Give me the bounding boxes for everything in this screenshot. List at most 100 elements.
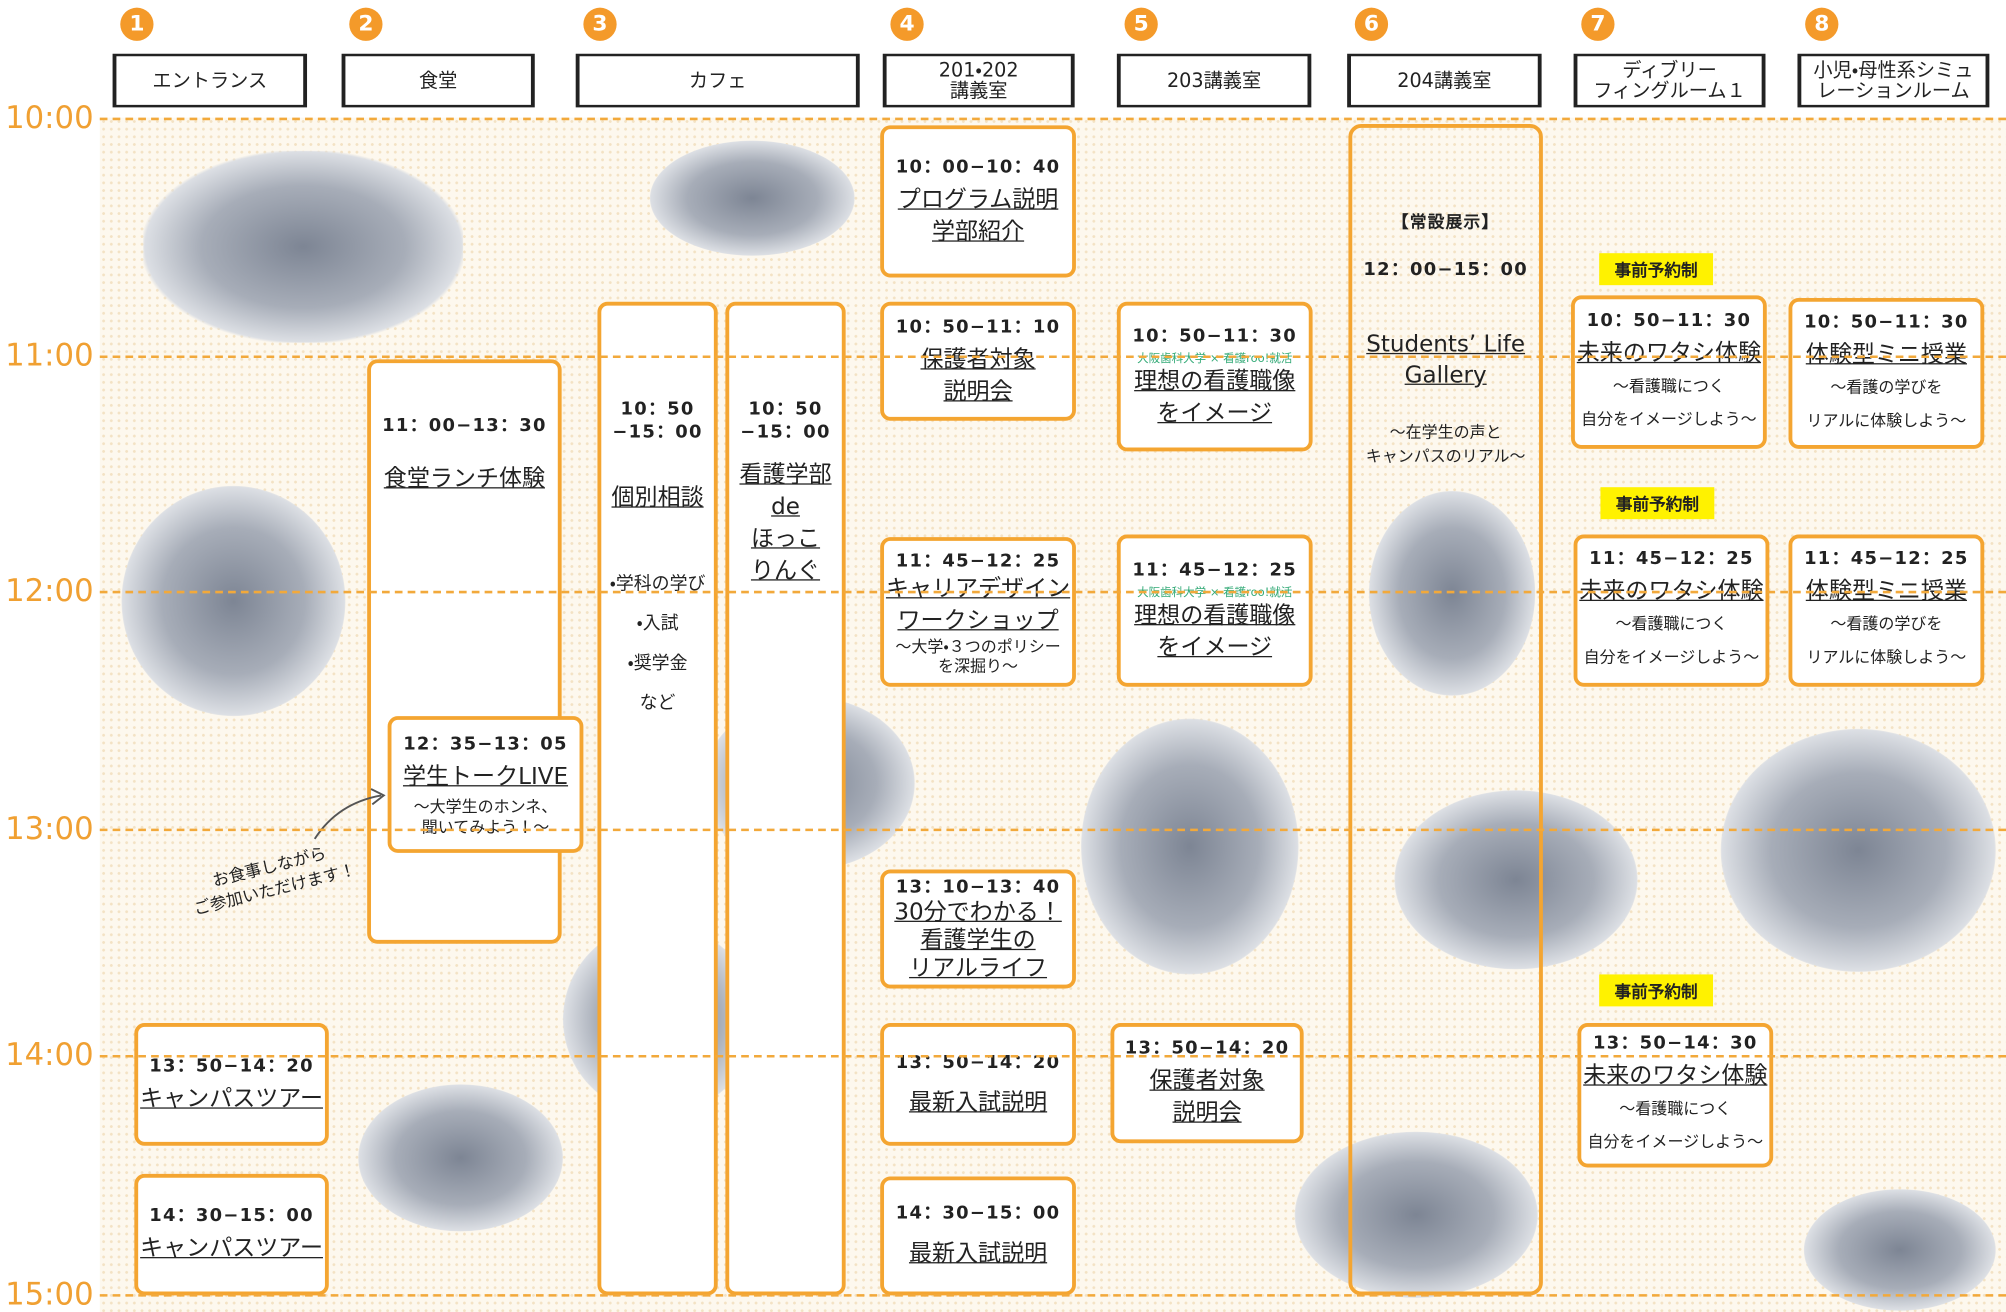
event: 10：50−11：30 未来のワタシ体験〜看護職につく 自分をイメージしよう〜 xyxy=(1571,295,1767,449)
event-note: 〜看護職につく 自分をイメージしよう〜 xyxy=(1581,375,1757,428)
event-title: 未来のワタシ体験 xyxy=(1583,1062,1768,1090)
column-header: 204講義室 xyxy=(1347,53,1542,108)
time-label: 13:00 xyxy=(5,810,94,847)
event-time: 10：50−11：30 xyxy=(1132,325,1298,346)
event-time: 11：45−12：25 xyxy=(1132,559,1298,580)
column-header: 食堂 xyxy=(341,53,535,108)
event-title: キャリアデザイン ワークショップ xyxy=(885,574,1071,634)
photo xyxy=(1720,728,1996,972)
event: 12：35−13：05 学生トークLIVE 〜大学生のホンネ、 聞いてみよう！〜 xyxy=(387,716,584,853)
column-header: カフェ xyxy=(575,53,860,108)
column-header: ディブリー フィングルーム１ xyxy=(1573,53,1766,108)
event: 13：50−14：20 保護者対象 説明会 xyxy=(1110,1022,1304,1144)
event-title: 個別相談 xyxy=(611,484,704,512)
event-title: 30分でわかる！ 看護学生の リアルライフ xyxy=(894,898,1062,982)
event-title: Students’ Life Gallery xyxy=(1366,331,1526,389)
photo xyxy=(649,140,855,256)
event: 【常設展示】 12：00−15：00 Students’ Life Gallery 〜… xyxy=(1348,124,1543,1296)
event-title: キャンパスツアー xyxy=(140,1235,323,1263)
event-time: 14：30−15：00 xyxy=(895,1203,1061,1224)
event-time: 13：10−13：40 xyxy=(895,876,1061,898)
event-note: 〜看護の学びを リアルに体験しよう〜 xyxy=(1806,613,1967,667)
event: 11：00−13：30 食堂ランチ体験 xyxy=(367,359,562,944)
event-time: 13：50−14：20 xyxy=(149,1055,314,1077)
event: 11：45−12：25 未来のワタシ体験 〜看護職につく 自分をイメージしよう〜 xyxy=(1573,534,1770,687)
column-number: 3 xyxy=(583,7,617,41)
event: 10：50−11：30 大阪歯科大学 × 看護roo!就活 理想の看護職像 をイメー… xyxy=(1116,301,1313,452)
photo xyxy=(1294,1131,1538,1298)
photo xyxy=(1803,1189,1996,1311)
event: 11：45−12：25 大阪歯科大学 × 看護roo!就活 理想の看護職像 をイメー… xyxy=(1116,534,1313,687)
column-number: 6 xyxy=(1354,7,1389,41)
event: 13：10−13：40 30分でわかる！ 看護学生の リアルライフ xyxy=(880,869,1076,989)
event-time: 10：50−11：30 xyxy=(1586,310,1752,331)
hour-line xyxy=(99,590,2006,594)
event-title: 体験型ミニ授業 xyxy=(1805,340,1967,368)
event-time: 11：45−12：25 xyxy=(1804,548,1969,570)
column-number: 5 xyxy=(1124,7,1158,41)
event-time: 10：50 −15：00 xyxy=(740,398,831,443)
photo xyxy=(143,150,464,343)
time-label: 15:00 xyxy=(5,1276,94,1312)
event: 10：50 −15：00 看護学部 de ほっこ りんぐ xyxy=(725,301,846,1296)
event: 13：50−14：30 未来のワタシ体験〜看護職につく 自分をイメージしよう〜 xyxy=(1577,1022,1774,1168)
column-number: 2 xyxy=(349,7,383,41)
event-title: 食堂ランチ体験 xyxy=(383,465,545,493)
hour-line xyxy=(99,1294,2006,1297)
time-label: 12:00 xyxy=(5,572,94,609)
event: 10：50−11：30 体験型ミニ授業 〜看護の学びを リアルに体験しよう〜 xyxy=(1788,297,1985,449)
column-number: 4 xyxy=(890,7,924,41)
event: 10：50−11：10 保護者対象 説明会 xyxy=(880,301,1076,421)
hour-line xyxy=(99,1054,2006,1058)
event-title: 保護者対象 説明会 xyxy=(920,345,1036,405)
hour-line xyxy=(99,355,2006,359)
event-time: 13：50−14：20 xyxy=(895,1051,1061,1073)
event-title: プログラム説明 学部紹介 xyxy=(897,186,1059,245)
event-note: 〜看護職につく 自分をイメージしよう〜 xyxy=(1583,613,1760,667)
event-time: 10：00−10：40 xyxy=(895,156,1061,178)
time-label: 14:00 xyxy=(5,1037,94,1073)
column-number: 1 xyxy=(120,7,154,41)
event-title: 学生トークLIVE xyxy=(402,762,569,790)
event-note: 〜看護職につく 自分をイメージしよう〜 xyxy=(1587,1098,1764,1151)
event-time: 11：45−12：25 xyxy=(1589,548,1754,570)
event-time: 14：30−15：00 xyxy=(149,1205,314,1227)
event: 10：00−10：40 プログラム説明 学部紹介 xyxy=(880,125,1076,278)
event-note: 〜在学生の声と キャンパスのリアル〜 xyxy=(1365,421,1526,466)
column-number: 7 xyxy=(1581,7,1615,41)
hour-line xyxy=(99,117,2006,121)
event-note: ・学科の学び ・入試 ・奨学金 など xyxy=(609,574,706,714)
event-title: 保護者対象 説明会 xyxy=(1149,1067,1265,1127)
event: 11：45−12：25 キャリアデザイン ワークショップ 〜大学・３つのポリシー を… xyxy=(880,537,1076,687)
hour-line xyxy=(99,828,2006,832)
event-time: 11：45−12：25 xyxy=(895,550,1061,571)
badge: 事前予約制 xyxy=(1599,974,1714,1007)
event-time: 10：50−11：30 xyxy=(1804,311,1969,332)
event: 14：30−15：00 最新入試説明 xyxy=(880,1176,1076,1296)
event-time: 13：50−14：30 xyxy=(1592,1033,1758,1054)
column-number: 8 xyxy=(1805,7,1839,41)
event-title: 理想の看護職像 をイメージ xyxy=(1134,601,1296,661)
event-title: 最新入試説明 xyxy=(908,1240,1048,1268)
event-time: 12：00−15：00 xyxy=(1363,259,1528,281)
event: 11：45−12：25 体験型ミニ授業 〜看護の学びを リアルに体験しよう〜 xyxy=(1788,534,1985,687)
event: 14：30−15：00 キャンパスツアー xyxy=(134,1173,329,1296)
column-header: 小児・母性系シミュ レーションルーム xyxy=(1797,53,1990,108)
badge: 事前予約制 xyxy=(1599,253,1714,286)
event-title: 最新入試説明 xyxy=(908,1088,1048,1116)
event-time: 13：50−14：20 xyxy=(1124,1038,1290,1059)
event-label: 【常設展示】 xyxy=(1391,213,1500,233)
column-header: 203講義室 xyxy=(1116,53,1312,108)
event-time: 10：50−11：10 xyxy=(895,316,1061,337)
column-header: エントランス xyxy=(112,53,308,108)
event-title: キャンパスツアー xyxy=(140,1085,323,1112)
event-title: 看護学部 de ほっこ りんぐ xyxy=(739,461,832,585)
photo xyxy=(1394,790,1638,970)
event: 10：50 −15：00 個別相談 ・学科の学び ・入試 ・奨学金 など xyxy=(597,301,718,1296)
photo xyxy=(1081,718,1299,975)
event-note: 〜大学・３つのポリシー を深掘り〜 xyxy=(895,636,1061,675)
arrow xyxy=(313,788,386,840)
event-title: 未来のワタシ体験 xyxy=(1576,339,1762,367)
